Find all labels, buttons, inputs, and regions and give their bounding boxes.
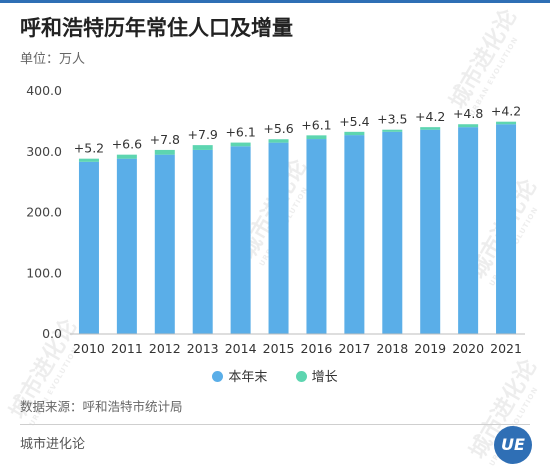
bar-increase bbox=[154, 149, 175, 155]
bar-base bbox=[78, 161, 99, 334]
x-tick-label: 2011 bbox=[111, 341, 143, 356]
bar-increase bbox=[268, 139, 289, 143]
bar-base bbox=[268, 142, 289, 334]
bar-base bbox=[458, 127, 479, 335]
data-label: +5.6 bbox=[263, 121, 293, 136]
data-label: +7.9 bbox=[188, 127, 218, 142]
bar-base bbox=[344, 135, 365, 334]
x-tick-label: 2018 bbox=[376, 341, 408, 356]
y-tick-label: 100.0 bbox=[26, 265, 62, 280]
bar-base bbox=[496, 124, 517, 334]
data-source: 数据来源：呼和浩特市统计局 bbox=[20, 399, 183, 414]
legend-label-base: 本年末 bbox=[228, 370, 268, 385]
brand-name: 城市进化论 bbox=[20, 437, 86, 452]
bar-increase bbox=[420, 127, 441, 130]
bar-base bbox=[154, 154, 175, 334]
bar-increase bbox=[344, 131, 365, 136]
unit-label: 单位：万人 bbox=[20, 52, 86, 67]
data-label: +4.2 bbox=[491, 104, 521, 119]
bar-increase bbox=[496, 121, 517, 125]
bar-base bbox=[192, 149, 213, 334]
x-tick-label: 2012 bbox=[149, 341, 181, 356]
legend-swatch-base bbox=[212, 371, 224, 382]
legend-swatch-increase bbox=[295, 371, 307, 382]
bar-base bbox=[382, 131, 403, 334]
x-tick-label: 2010 bbox=[73, 341, 105, 356]
y-tick-label: 300.0 bbox=[26, 144, 62, 159]
x-tick-label: 2017 bbox=[338, 341, 370, 356]
x-tick-label: 2013 bbox=[187, 341, 219, 356]
bar-increase bbox=[230, 142, 251, 147]
x-tick-label: 2016 bbox=[301, 341, 333, 356]
data-label: +4.2 bbox=[415, 109, 445, 124]
data-label: +6.1 bbox=[301, 117, 331, 132]
bar-increase bbox=[192, 145, 213, 150]
y-tick-label: 200.0 bbox=[26, 205, 62, 220]
chart-title: 呼和浩特历年常住人口及增量 bbox=[20, 16, 293, 40]
data-label: +6.1 bbox=[225, 125, 255, 140]
brand-logo: UE bbox=[494, 426, 532, 464]
bar-base bbox=[306, 139, 327, 334]
bar-base bbox=[420, 129, 441, 334]
x-tick-label: 2014 bbox=[225, 341, 257, 356]
bar-increase bbox=[116, 154, 137, 159]
legend-label-increase: 增长 bbox=[311, 370, 338, 385]
x-tick-label: 2021 bbox=[490, 341, 522, 356]
y-tick-label: 400.0 bbox=[26, 83, 62, 98]
x-tick-label: 2019 bbox=[414, 341, 446, 356]
data-label: +7.8 bbox=[150, 132, 180, 147]
legend-item-increase[interactable]: 增长 bbox=[295, 366, 338, 385]
bar-base bbox=[116, 158, 137, 334]
data-label: +5.2 bbox=[74, 141, 104, 156]
data-label: +6.6 bbox=[112, 137, 142, 152]
bar-increase bbox=[78, 158, 99, 162]
data-label: +3.5 bbox=[377, 112, 407, 127]
data-label: +4.8 bbox=[453, 106, 483, 121]
bar-increase bbox=[382, 129, 403, 132]
top-accent-bar bbox=[0, 0, 550, 3]
y-tick-label: 0.0 bbox=[42, 326, 62, 341]
x-tick-label: 2015 bbox=[263, 341, 295, 356]
bar-base bbox=[230, 146, 251, 334]
chart-legend: 本年末 增长 bbox=[0, 366, 550, 385]
bar-increase bbox=[306, 135, 327, 140]
bar-increase bbox=[458, 124, 479, 128]
data-label: +5.4 bbox=[339, 114, 369, 129]
x-tick-label: 2020 bbox=[452, 341, 484, 356]
footer-divider bbox=[20, 424, 530, 425]
legend-item-base[interactable]: 本年末 bbox=[212, 366, 267, 385]
